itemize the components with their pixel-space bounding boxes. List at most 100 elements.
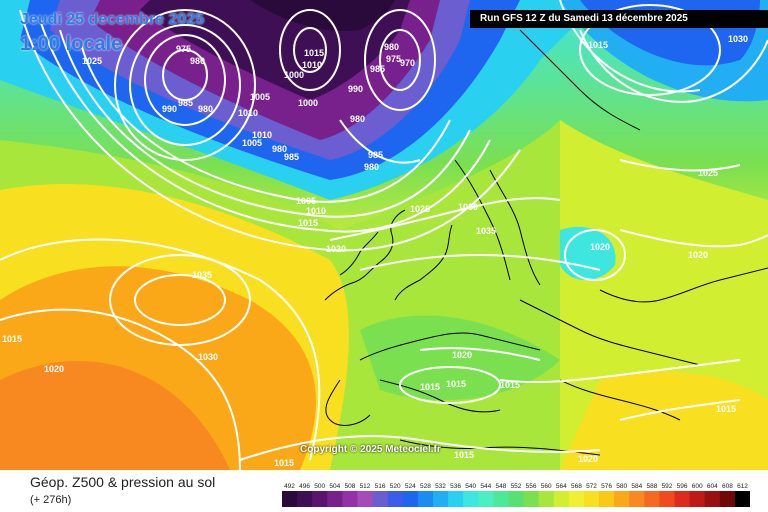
legend-value-label: 584: [631, 483, 642, 490]
legend-value-label: 580: [616, 483, 627, 490]
isobar-label: 980: [272, 144, 287, 154]
legend-value-label: 500: [314, 483, 325, 490]
legend-color-swatch: [312, 491, 328, 507]
legend-footer: Géop. Z500 & pression au sol (+ 276h) 49…: [0, 470, 768, 512]
isobar-label: 1015: [304, 48, 324, 58]
isobar-label: 1015: [716, 404, 736, 414]
isobar-label: 980: [198, 104, 213, 114]
legend-value-label: 552: [511, 483, 522, 490]
legend-title: Géop. Z500 & pression au sol: [30, 474, 216, 490]
color-scale-bar: 492 496 500 504 508 512 516 520 524 528 532 536 540 5…: [282, 483, 750, 507]
mediterranean-green: [360, 315, 560, 400]
legend-value-label: 512: [360, 483, 371, 490]
isobar-label: 1015: [274, 458, 294, 468]
isobar-label: 1000: [298, 98, 318, 108]
isobar-label: 1025: [82, 56, 102, 66]
legend-value-label: 596: [677, 483, 688, 490]
isobar-label: 1005: [250, 92, 270, 102]
isobar-label: 1015: [446, 379, 466, 389]
isobar-label: 1015: [588, 40, 608, 50]
legend-value-label: 540: [465, 483, 476, 490]
isobar-label: 985: [178, 98, 193, 108]
isobar-label: 1015: [2, 334, 22, 344]
legend-color-swatch: [553, 491, 570, 507]
legend-color-swatch: [372, 491, 389, 507]
legend-value-label: 588: [646, 483, 657, 490]
legend-color-swatch: [282, 491, 298, 507]
legend-color-swatch: [493, 491, 509, 507]
legend-color-swatch: [342, 491, 358, 507]
legend-value-label: 564: [556, 483, 567, 490]
legend-color-swatch: [297, 491, 313, 507]
legend-value-label: 568: [571, 483, 582, 490]
legend-value-label: 492: [284, 483, 295, 490]
isobar-label: 1035: [192, 270, 212, 280]
isobar-label: 1020: [578, 454, 598, 464]
legend-value-label: 592: [662, 483, 673, 490]
isobar-label: 1035: [476, 226, 496, 236]
yellow-band: [0, 183, 349, 470]
legend-value-label: 520: [390, 483, 401, 490]
legend-value-label: 528: [420, 483, 431, 490]
isobar-label: 1010: [238, 108, 258, 118]
isobar-label: 1015: [500, 380, 520, 390]
legend-color-swatch: [568, 491, 585, 507]
legend-value-label: 508: [344, 483, 355, 490]
legend-color-swatch: [448, 491, 464, 507]
legend-color-swatch: [523, 491, 540, 507]
legend-value-label: 516: [375, 483, 386, 490]
legend-value-label: 560: [541, 483, 552, 490]
isobar-label: 1015: [420, 382, 440, 392]
legend-color-swatch: [689, 491, 706, 507]
isobar-label: 980: [364, 162, 379, 172]
isobar-label: 985: [368, 150, 383, 160]
legend-color-swatch: [614, 491, 630, 507]
isobar-label: 1020: [452, 350, 472, 360]
legend-color-swatch: [644, 491, 660, 507]
forecast-time: 1:00 locale: [20, 33, 123, 55]
legend-color-swatch: [327, 491, 343, 507]
isobar-label: 990: [348, 84, 363, 94]
isobar-label: 990: [162, 104, 177, 114]
isobar-label: 1000: [284, 70, 304, 80]
legend-color-swatch: [508, 491, 525, 507]
isobar-label: 1025: [698, 168, 718, 178]
isobar-label: 1020: [688, 250, 708, 260]
legend-color-swatch: [433, 491, 449, 507]
isobar-label: 1005: [296, 196, 316, 206]
legend-value-label: 496: [299, 483, 310, 490]
isobar-label: 1005: [242, 138, 262, 148]
isobars: [0, 0, 768, 470]
isobar-label: 1020: [44, 364, 64, 374]
forecast-map: 1025 975 980 990 985 980 1010 1005 980 9…: [0, 0, 768, 470]
legend-value-label: 524: [405, 483, 416, 490]
isobar-label: 980: [384, 42, 399, 52]
legend-color-swatch: [417, 491, 434, 507]
legend-value-label: 612: [737, 483, 748, 490]
legend-color-swatch: [674, 491, 691, 507]
legend-value-label: 600: [692, 483, 703, 490]
legend-value-label: 548: [495, 483, 506, 490]
legend-color-swatch: [734, 491, 750, 507]
isobar-labels: 1025 975 980 990 985 980 1010 1005 980 9…: [2, 34, 748, 468]
legend-color-swatch: [659, 491, 675, 507]
isobar-label: 975: [386, 54, 401, 64]
legend-value-label: 556: [526, 483, 537, 490]
isobar-label: 1010: [302, 60, 322, 70]
legend-color-swatch: [719, 491, 736, 507]
legend-value-label: 572: [586, 483, 597, 490]
legend-color-swatch: [402, 491, 419, 507]
darkest-core: [250, 0, 395, 31]
southeast-warm-region: [560, 371, 768, 470]
isobar-label: 1015: [298, 218, 318, 228]
legend-subtitle: (+ 276h): [30, 494, 72, 506]
legend-value-label: 604: [707, 483, 718, 490]
isobar-label: 985: [284, 152, 299, 162]
isobar-label: 975: [176, 44, 191, 54]
legend-color-swatch: [629, 491, 645, 507]
legend-color-swatch: [599, 491, 615, 507]
isobar-label: 1010: [252, 130, 272, 140]
isobar-label: 985: [370, 64, 385, 74]
legend-color-swatch: [583, 491, 600, 507]
